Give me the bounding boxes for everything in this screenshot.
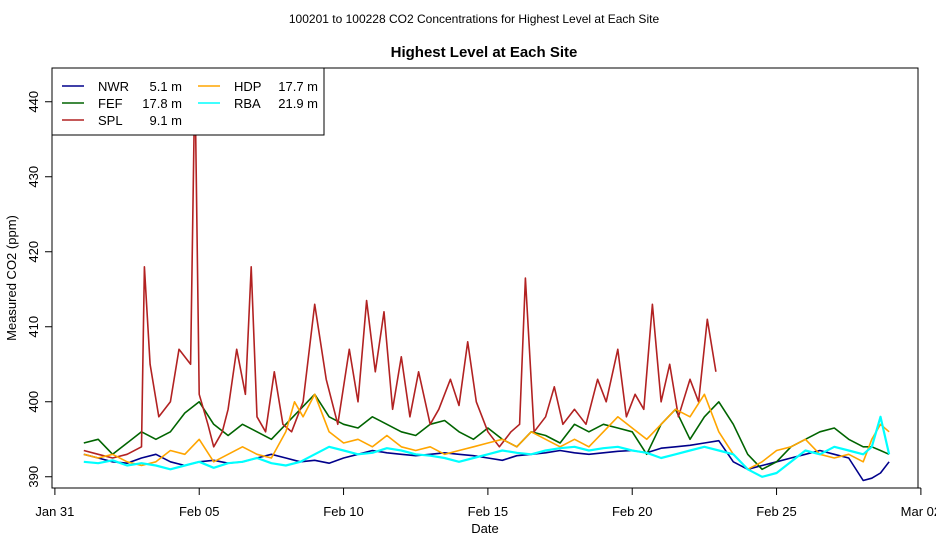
legend-height: 5.1 m: [149, 79, 182, 94]
y-axis: 390 400 410 420 430 440: [26, 91, 53, 488]
legend: NWR 5.1 m FEF 17.8 m SPL 9.1 m HDP 17.7 m RBA 21.…: [51, 67, 325, 136]
x-tick-label: Feb 05: [179, 504, 219, 519]
legend-name: HDP: [234, 79, 261, 94]
series-line-rba: [83, 415, 891, 478]
legend-item-hdp: HDP 17.7 m: [198, 79, 318, 94]
y-tick-label: 400: [26, 391, 41, 413]
legend-item-spl: SPL 9.1 m: [62, 113, 182, 128]
x-axis-label: Date: [471, 521, 498, 536]
series-line-nwr: [83, 439, 890, 482]
x-tick-label: Feb 10: [323, 504, 363, 519]
series-lines: [83, 74, 891, 482]
legend-item-fef: FEF 17.8 m: [62, 96, 182, 111]
y-tick-label: 440: [26, 91, 41, 113]
x-axis: Jan 31 Feb 05 Feb 10 Feb 15 Feb 20 Feb 25 Mar …: [35, 487, 936, 519]
legend-height: 17.8 m: [142, 96, 182, 111]
y-tick-label: 410: [26, 316, 41, 338]
chart-suptitle: 100201 to 100228 CO2 Concentrations for …: [289, 12, 660, 26]
y-tick-label: 430: [26, 166, 41, 188]
x-tick-label: Feb 15: [468, 504, 508, 519]
legend-box: [51, 67, 325, 136]
y-tick-label: 420: [26, 241, 41, 263]
series-line-fef: [83, 393, 890, 471]
x-tick-label: Feb 20: [612, 504, 652, 519]
legend-item-nwr: NWR 5.1 m: [62, 79, 182, 94]
chart-title: Highest Level at Each Site: [391, 44, 578, 61]
legend-name: FEF: [98, 96, 123, 111]
legend-height: 9.1 m: [149, 113, 182, 128]
legend-height: 21.9 m: [278, 96, 318, 111]
series-line-hdp: [83, 393, 890, 471]
y-tick-label: 390: [26, 466, 41, 488]
legend-name: NWR: [98, 79, 129, 94]
y-axis-label: Measured CO2 (ppm): [4, 215, 19, 341]
legend-name: SPL: [98, 113, 123, 128]
legend-height: 17.7 m: [278, 79, 318, 94]
series-line-spl: [83, 74, 717, 459]
x-tick-label: Jan 31: [35, 504, 74, 519]
x-tick-label: Feb 25: [756, 504, 796, 519]
legend-name: RBA: [234, 96, 261, 111]
legend-item-rba: RBA 21.9 m: [198, 96, 318, 111]
x-tick-label: Mar 02: [901, 504, 936, 519]
